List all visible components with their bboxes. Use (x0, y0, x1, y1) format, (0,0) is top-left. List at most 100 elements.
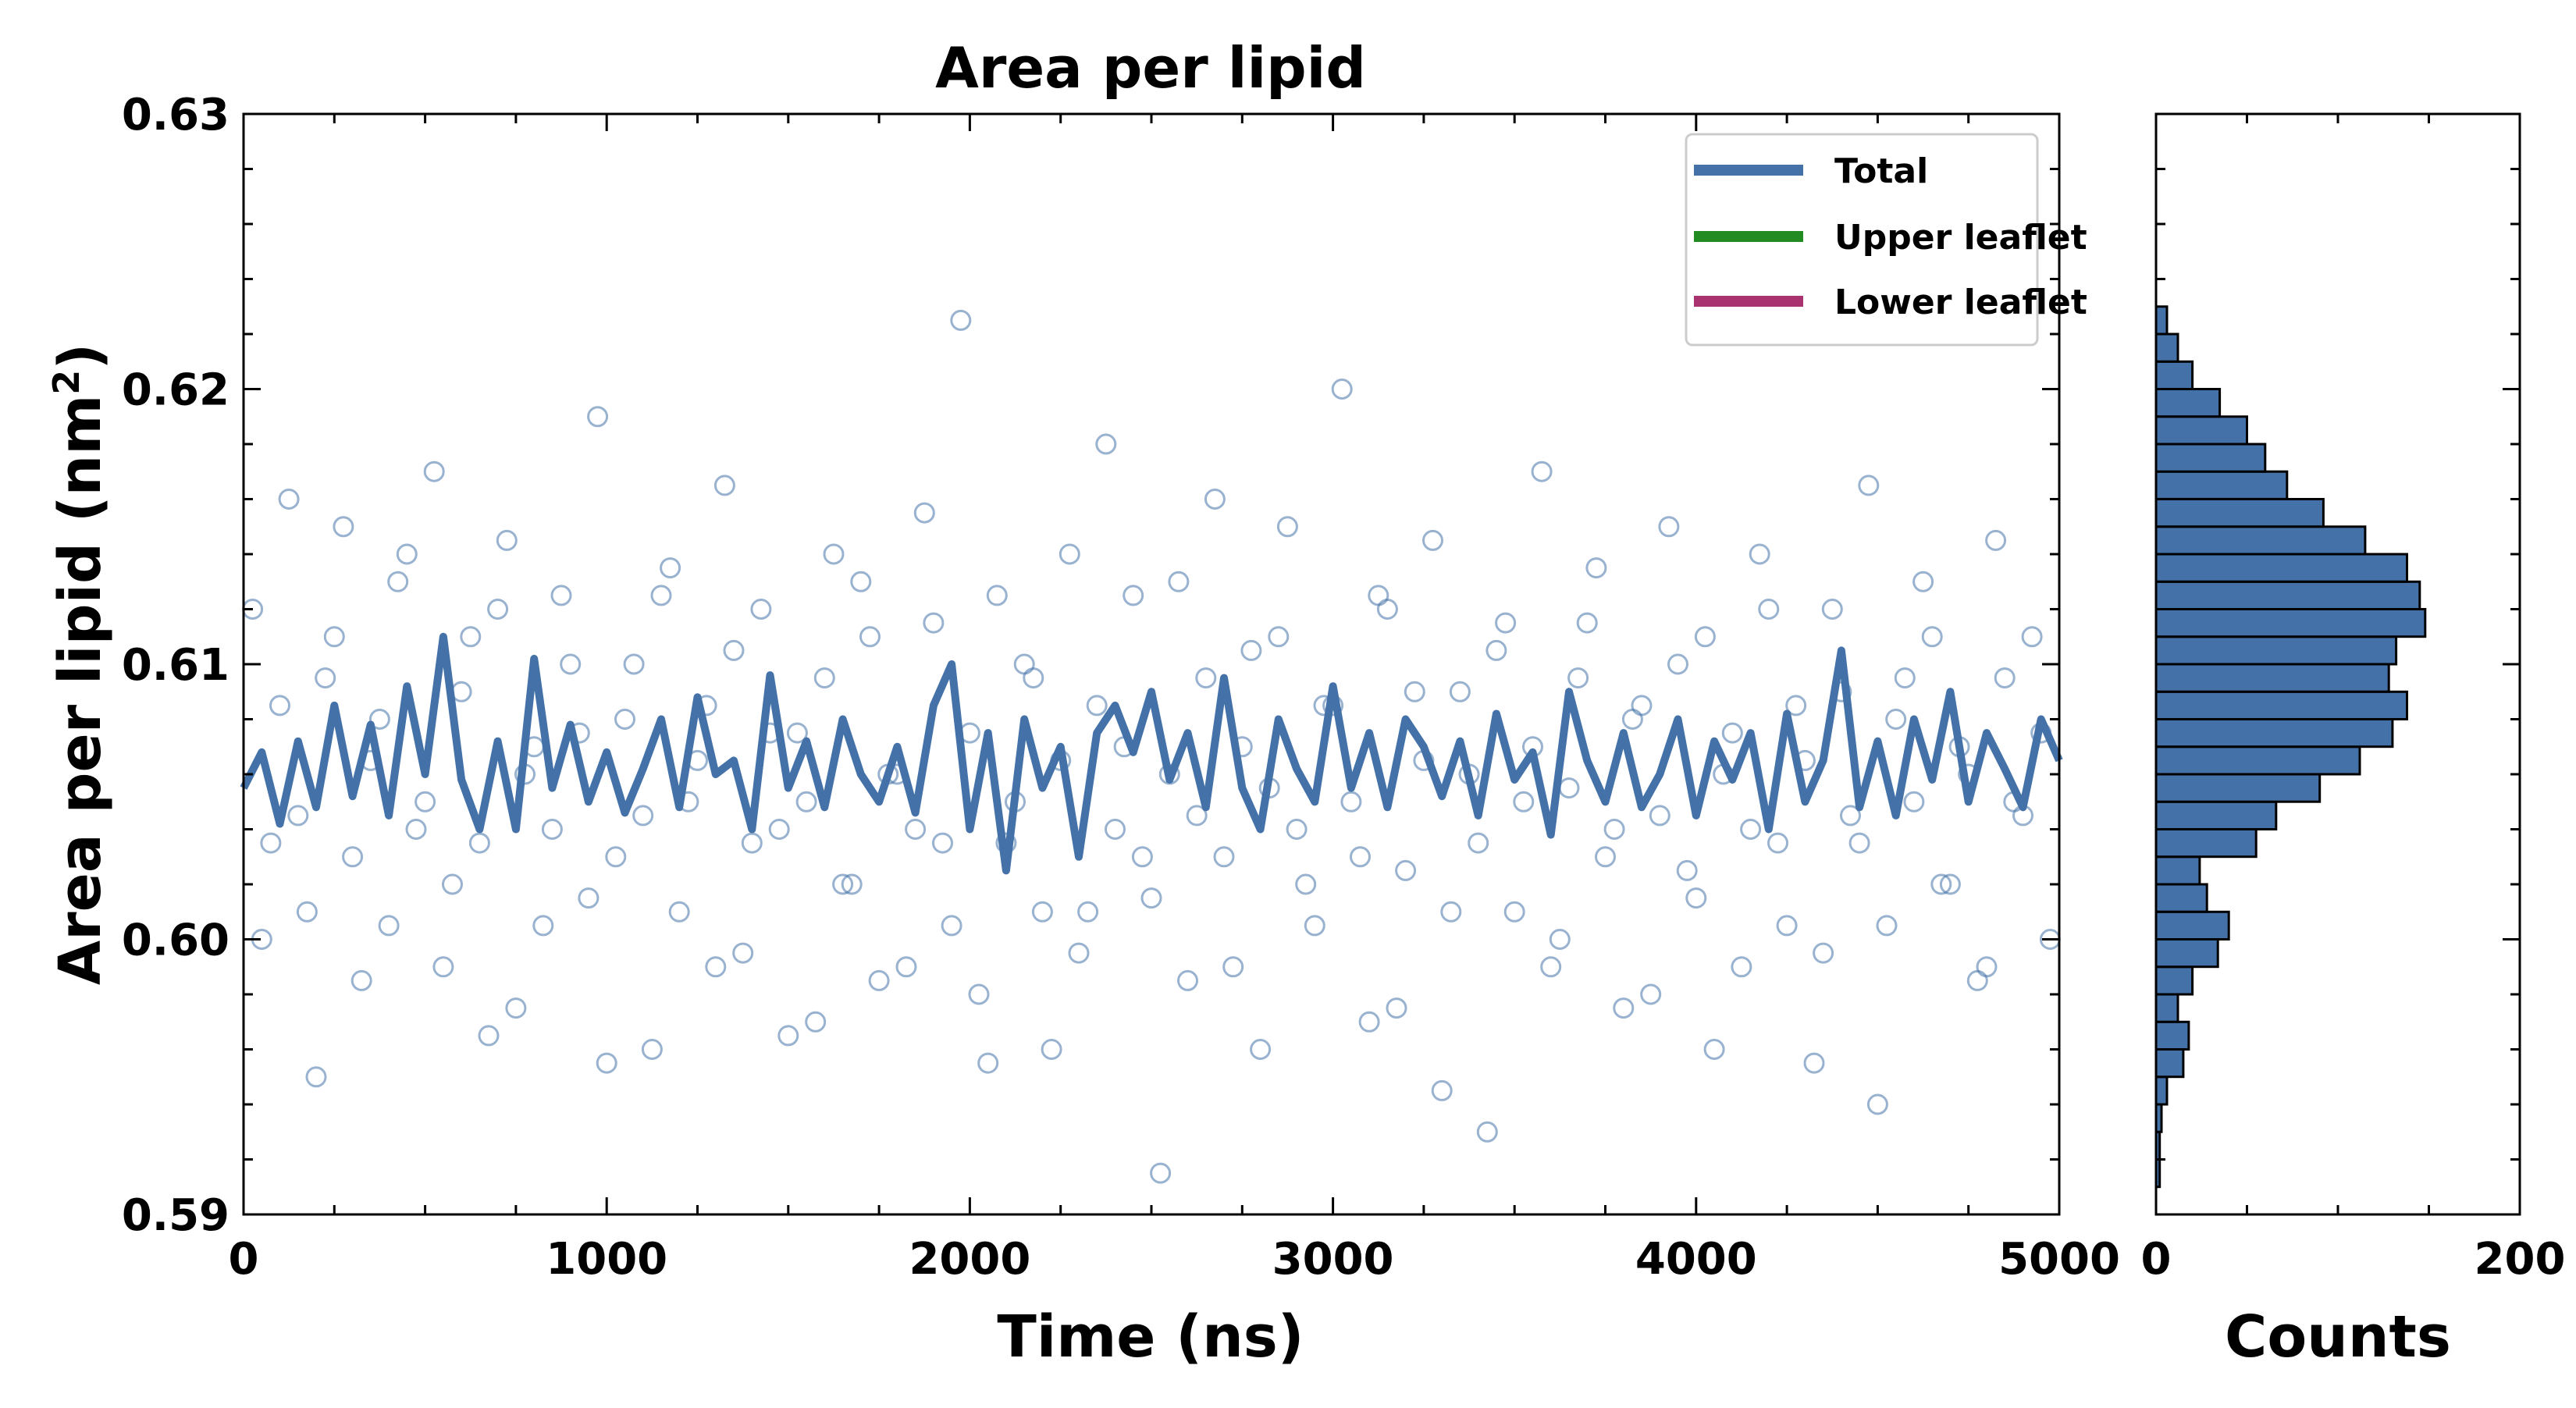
scatter-point (1468, 832, 1489, 854)
scatter-point (478, 1025, 500, 1047)
histogram-bar (2154, 690, 2408, 720)
scatter-point (1758, 599, 1780, 620)
scatter-point (1386, 997, 1407, 1019)
x-tick-label: 0 (229, 1234, 259, 1285)
scatter-point (587, 406, 609, 428)
histogram-bar (2154, 1020, 2190, 1051)
scatter-point (1930, 873, 1952, 895)
scatter-point (1821, 599, 1843, 620)
scatter-point (550, 585, 572, 606)
scatter-point (1476, 1121, 1498, 1143)
scatter-point (333, 516, 354, 538)
histogram-bar (2154, 635, 2398, 666)
main-y-tick-labels: 0.59 0.60 0.61 0.62 0.63 (122, 90, 229, 1241)
scatter-point (768, 819, 790, 840)
scatter-point (1749, 543, 1770, 565)
scatter-point (560, 653, 582, 675)
scatter-point (1105, 819, 1126, 840)
main-axis-ticks (242, 112, 2061, 1216)
scatter-point (605, 846, 627, 868)
scatter-point (614, 709, 635, 730)
scatter-point (1240, 639, 1262, 661)
scatter-point (1676, 859, 1698, 881)
scatter-point (1340, 791, 1362, 812)
series-line-total (240, 632, 2063, 875)
scatter-point (1894, 667, 1916, 689)
scatter-point (732, 942, 754, 964)
scatter-point (1449, 681, 1471, 702)
scatter-point (278, 489, 300, 510)
scatter-point (1131, 846, 1153, 868)
histogram-bar (2154, 663, 2390, 693)
scatter-point (932, 832, 953, 854)
scatter-point (1186, 805, 1208, 827)
histogram-bar (2154, 498, 2325, 528)
line-layer (240, 632, 2063, 875)
scatter-point (1858, 475, 1880, 496)
scatter-point (1667, 653, 1688, 675)
scatter-point (941, 915, 962, 937)
scatter-point (1195, 667, 1217, 689)
histogram-bar (2154, 828, 2258, 859)
scatter-point (1567, 667, 1589, 689)
scatter-point (668, 901, 690, 923)
scatter-point (423, 460, 445, 482)
x-axis-label: Time (ns) (997, 1303, 1304, 1371)
scatter-point (1731, 956, 1752, 978)
scatter-point (1485, 639, 1507, 661)
scatter-point (1776, 915, 1798, 937)
scatter-point (1966, 969, 1988, 991)
scatter-point (832, 873, 854, 895)
scatter-point (1603, 819, 1625, 840)
scatter-point (1168, 571, 1190, 592)
histogram-bar (2154, 388, 2222, 418)
scatter-point (396, 543, 418, 565)
scatter-point (713, 475, 735, 496)
scatter-point (986, 585, 1008, 606)
scatter-point (1368, 585, 1389, 606)
scatter-point (1023, 667, 1044, 689)
scatter-point (541, 819, 563, 840)
scatter-point (505, 997, 527, 1019)
x-tick-label: 5000 (1998, 1234, 2120, 1285)
scatter-point (350, 969, 372, 991)
scatter-point (1431, 1079, 1453, 1101)
scatter-point (368, 709, 390, 730)
scatter-point (741, 832, 763, 854)
scatter-point (795, 791, 817, 812)
histogram-bar (2154, 360, 2194, 390)
scatter-point (323, 626, 345, 648)
scatter-point (750, 599, 772, 620)
scatter-point (305, 1066, 327, 1088)
y-tick-label: 0.62 (122, 365, 229, 416)
scatter-point (1077, 901, 1099, 923)
scatter-point (841, 873, 863, 895)
scatter-point (1740, 819, 1762, 840)
scatter-point (1095, 433, 1117, 455)
scatter-point (487, 599, 509, 620)
scatter-point (1177, 969, 1198, 991)
y-axis-label: Area per lipid (nm2) (45, 343, 114, 985)
scatter-point (660, 557, 681, 579)
histogram-bar (2154, 305, 2169, 336)
y-axis-label-main: Area per lipid (nm (47, 395, 114, 985)
histogram-bar (2154, 525, 2367, 556)
histogram-bar (2154, 883, 2208, 913)
scatter-point (342, 846, 364, 868)
legend-label-lower-leaflet: Lower leaflet (1834, 283, 2087, 322)
scatter-point (1694, 626, 1716, 648)
histogram-bar (2154, 332, 2179, 363)
scatter-point (786, 722, 808, 744)
scatter-point (1640, 983, 1662, 1005)
y-tick-label: 0.63 (122, 90, 229, 140)
scatter-point (1276, 516, 1298, 538)
histogram-bar (2154, 938, 2219, 969)
histogram-bar (2154, 855, 2201, 886)
histogram-bar (2154, 1076, 2169, 1106)
main-x-tick-labels: 0 1000 2000 3000 4000 5000 (229, 1234, 2120, 1285)
scatter-point (1994, 667, 2016, 689)
scatter-point (315, 667, 336, 689)
scatter-point (1422, 529, 1443, 551)
